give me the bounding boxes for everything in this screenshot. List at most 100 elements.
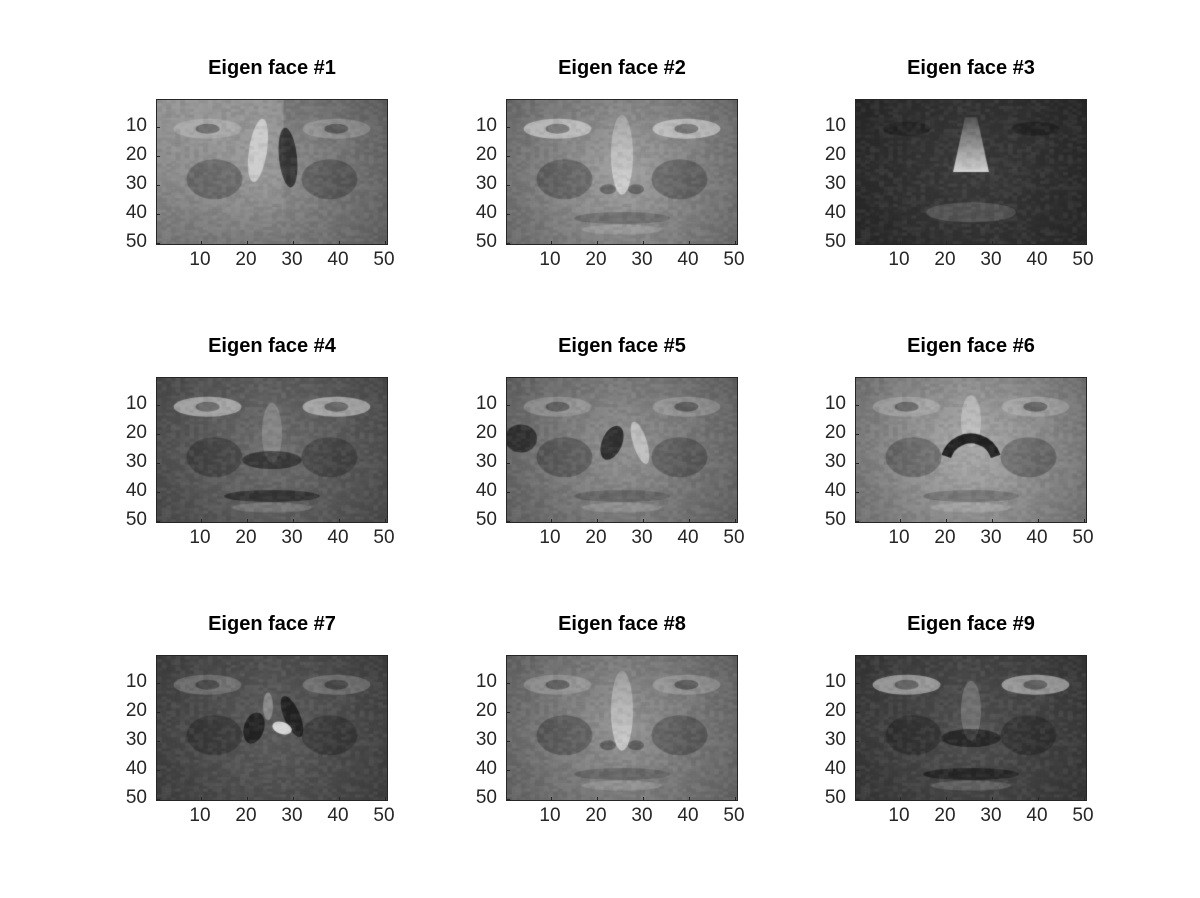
y-tick-label: 10 [824,671,846,692]
x-tick-label: 30 [281,249,303,270]
x-tick-mark [643,797,644,800]
x-tick-label: 20 [235,249,257,270]
panel-title-9: Eigen face #9 [907,613,1035,635]
x-tick-label: 50 [723,805,745,826]
x-tick-mark [900,519,901,522]
y-tick-label: 50 [475,231,497,252]
eigenface-panel-2: Eigen face #2 10 20 30 40 50 10 20 30 40 50 [476,57,745,270]
x-tick-mark [201,519,202,522]
x-tick-label: 10 [539,527,561,548]
x-tick-mark [551,519,552,522]
y-tick-label: 40 [475,480,497,501]
x-tick-label: 30 [980,527,1002,548]
y-tick-mark [157,741,160,742]
panel-title-2: Eigen face #2 [558,57,686,79]
x-tick-label: 40 [677,805,699,826]
y-tick-label: 30 [824,173,846,194]
y-tick-label: 20 [824,422,846,443]
axes-7 [156,655,388,801]
x-tick-mark [385,797,386,800]
axes-1 [156,99,388,245]
x-tick-mark [201,797,202,800]
x-tick-label: 20 [585,527,607,548]
x-tick-label: 30 [631,249,653,270]
y-tick-label: 50 [475,787,497,808]
axes-6 [855,377,1087,523]
y-tick-mark [856,156,859,157]
x-tick-mark [247,797,248,800]
x-tick-mark [385,241,386,244]
x-tick-mark [946,797,947,800]
y-tick-label: 30 [125,729,147,750]
y-tick-label: 10 [125,115,147,136]
x-tick-label: 50 [1072,249,1094,270]
x-tick-mark [597,519,598,522]
y-tick-label: 50 [125,231,147,252]
x-tick-label: 20 [585,249,607,270]
y-tick-mark [507,521,510,522]
y-tick-mark [856,405,859,406]
y-tick-mark [856,243,859,244]
y-tick-label: 10 [824,393,846,414]
x-tick-label: 40 [677,249,699,270]
x-tick-label: 20 [235,527,257,548]
y-tick-label: 40 [824,202,846,223]
x-tick-label: 30 [281,805,303,826]
y-tick-mark [856,492,859,493]
y-tick-label: 10 [475,393,497,414]
y-tick-mark [507,770,510,771]
y-tick-label: 20 [125,700,147,721]
x-tick-mark [1084,519,1085,522]
y-tick-mark [507,434,510,435]
y-tick-mark [507,463,510,464]
y-tick-label: 20 [475,700,497,721]
y-tick-label: 20 [824,144,846,165]
x-tick-label: 50 [723,527,745,548]
x-tick-label: 40 [327,527,349,548]
y-tick-label: 30 [125,173,147,194]
y-tick-mark [507,214,510,215]
y-tick-mark [507,799,510,800]
x-tick-label: 50 [1072,527,1094,548]
x-tick-label: 20 [934,249,956,270]
y-tick-mark [856,712,859,713]
y-tick-mark [507,127,510,128]
y-tick-mark [856,521,859,522]
y-tick-mark [157,770,160,771]
y-tick-label: 20 [824,700,846,721]
eigenface-image-3 [856,100,1086,244]
x-tick-label: 40 [1026,805,1048,826]
x-tick-label: 10 [888,805,910,826]
y-tick-mark [856,214,859,215]
y-tick-label: 30 [475,173,497,194]
x-tick-mark [551,241,552,244]
y-tick-label: 30 [824,729,846,750]
x-tick-label: 20 [934,805,956,826]
x-tick-mark [735,241,736,244]
eigenface-image-1 [157,100,387,244]
x-tick-mark [597,797,598,800]
y-tick-mark [157,712,160,713]
axes-3 [855,99,1087,245]
x-tick-mark [201,241,202,244]
eigenface-image-2 [507,100,737,244]
y-tick-mark [856,770,859,771]
y-tick-label: 50 [125,787,147,808]
x-tick-label: 30 [980,249,1002,270]
y-tick-mark [157,243,160,244]
x-tick-mark [1084,797,1085,800]
eigenface-panel-8: Eigen face #8 10 20 30 40 50 10 20 30 40 50 [476,613,745,826]
eigenface-panel-7: Eigen face #7 10 20 30 40 50 10 20 30 40 50 [126,613,395,826]
y-tick-mark [157,683,160,684]
y-tick-mark [856,683,859,684]
x-tick-label: 50 [373,527,395,548]
x-tick-label: 40 [1026,527,1048,548]
y-tick-label: 50 [824,509,846,530]
y-tick-label: 50 [824,787,846,808]
x-tick-mark [1038,241,1039,244]
x-tick-label: 10 [189,527,211,548]
y-tick-mark [856,463,859,464]
x-tick-mark [293,797,294,800]
y-tick-mark [507,683,510,684]
